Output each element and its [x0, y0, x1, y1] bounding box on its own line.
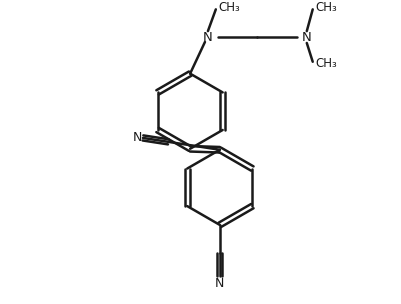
Text: CH₃: CH₃ [219, 1, 241, 14]
Text: CH₃: CH₃ [316, 1, 337, 14]
Text: N: N [203, 30, 213, 43]
Text: N: N [302, 30, 312, 43]
Text: N: N [132, 131, 142, 144]
Text: N: N [215, 277, 225, 290]
Text: CH₃: CH₃ [316, 57, 337, 70]
